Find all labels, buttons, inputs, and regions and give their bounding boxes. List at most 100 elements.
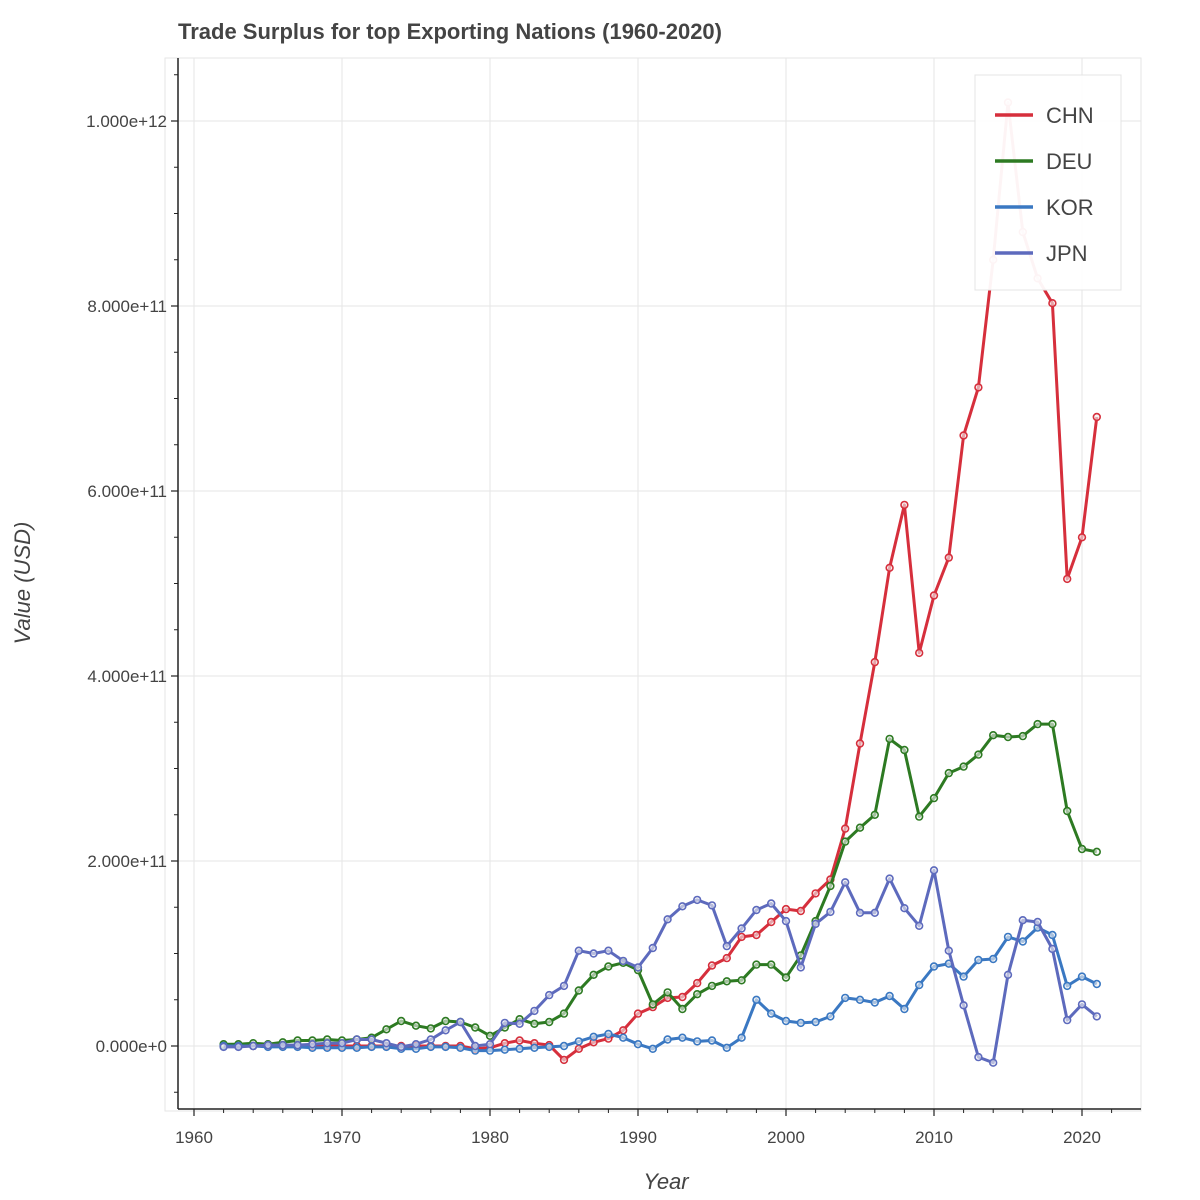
data-point (722, 941, 731, 951)
data-point (352, 1035, 361, 1044)
data-point (766, 1009, 776, 1018)
data-point (426, 1042, 435, 1052)
data-point (589, 1032, 598, 1042)
data-point (988, 954, 998, 964)
data-point (633, 1039, 643, 1049)
data-point (530, 1043, 539, 1053)
data-point (870, 810, 879, 819)
series-deu (219, 719, 1102, 1049)
legend-label: CHN (1046, 103, 1094, 128)
data-point (263, 1040, 273, 1050)
data-point (752, 930, 761, 940)
data-point (1077, 844, 1087, 854)
x-tick-label: 2000 (767, 1128, 805, 1147)
data-point (752, 905, 761, 915)
data-point (855, 823, 865, 832)
data-point (766, 960, 776, 969)
data-point (574, 1037, 583, 1046)
data-point (500, 1045, 509, 1054)
data-point (707, 981, 717, 991)
data-point (1092, 1012, 1102, 1021)
data-point (574, 986, 583, 995)
data-point (722, 953, 731, 963)
data-point (1062, 574, 1072, 584)
data-point (352, 1043, 361, 1053)
y-tick-label: 6.000e+11 (87, 482, 167, 501)
data-point (1062, 1015, 1072, 1025)
legend-item-jpn[interactable]: JPN (995, 241, 1088, 266)
data-point (707, 961, 717, 970)
data-point (781, 973, 791, 982)
data-point (959, 431, 968, 440)
data-point (559, 981, 569, 991)
data-point (604, 946, 613, 955)
y-tick-label: 0.000e+0 (96, 1037, 167, 1056)
data-point (1018, 937, 1027, 946)
data-point (900, 745, 909, 755)
plot-frame (164, 57, 1142, 1112)
data-point (870, 998, 879, 1007)
legend-item-deu[interactable]: DEU (995, 149, 1092, 174)
ticks: 1960 1970 1980 1990 2000 2010 2020 0.000e+0 2.00… (86, 74, 1113, 1147)
data-point (337, 1038, 347, 1048)
data-point (633, 963, 643, 972)
data-point (441, 1016, 450, 1026)
data-point (929, 793, 939, 803)
legend[interactable]: CHN DEU KOR JPN (974, 74, 1122, 291)
data-point (426, 1024, 435, 1033)
data-point (367, 1035, 376, 1044)
data-point (678, 1004, 687, 1014)
data-point (885, 734, 894, 744)
x-tick-label: 1970 (323, 1128, 361, 1147)
data-point (1003, 732, 1013, 742)
data-point (929, 591, 939, 600)
data-point (929, 866, 939, 875)
data-point (1033, 719, 1042, 729)
y-tick-label: 2.000e+11 (87, 852, 167, 871)
data-point (618, 1026, 628, 1035)
series-jpn (219, 866, 1102, 1067)
legend-item-chn[interactable]: CHN (995, 103, 1094, 128)
data-point (648, 1044, 657, 1054)
data-point (766, 917, 776, 927)
data-point (456, 1043, 465, 1053)
data-point (1062, 806, 1072, 816)
data-point (722, 977, 731, 986)
data-point (974, 750, 983, 759)
y-axis-label: Value (USD) (10, 522, 35, 645)
data-point (974, 955, 983, 965)
data-point (559, 1055, 569, 1065)
data-point (323, 1038, 332, 1048)
x-tick-label: 2010 (915, 1128, 953, 1147)
data-point (1003, 970, 1013, 979)
legend-item-kor[interactable]: KOR (995, 195, 1094, 220)
data-point (885, 563, 894, 572)
data-point (678, 1033, 687, 1042)
data-point (944, 553, 953, 562)
x-tick-label: 1980 (471, 1128, 509, 1147)
data-point (1048, 944, 1057, 954)
x-tick-label: 1990 (619, 1128, 657, 1147)
data-point (663, 915, 672, 924)
data-point (692, 978, 702, 988)
data-point (441, 1026, 450, 1035)
data-point (944, 946, 953, 955)
data-point (633, 1009, 643, 1018)
data-point (1048, 930, 1057, 940)
data-point (914, 980, 924, 990)
series-kor (219, 923, 1102, 1055)
data-point (604, 1029, 613, 1039)
data-point (959, 762, 968, 771)
data-point (974, 1052, 983, 1062)
data-point (826, 1012, 835, 1021)
data-point (589, 970, 598, 979)
data-point (249, 1041, 258, 1051)
data-point (604, 962, 613, 971)
data-point (1092, 412, 1102, 422)
data-point (707, 901, 717, 910)
data-point (914, 812, 924, 821)
data-point (944, 768, 953, 778)
data-point (811, 1017, 820, 1027)
data-point (485, 1039, 495, 1049)
